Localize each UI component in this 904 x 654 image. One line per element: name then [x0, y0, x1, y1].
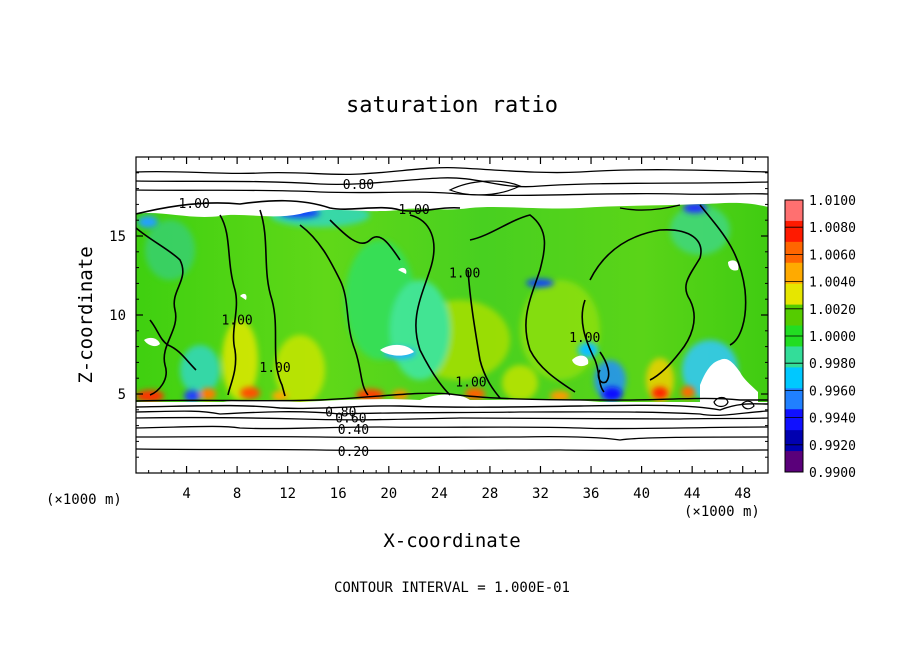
x-tick-label: 48 — [734, 486, 751, 502]
x-tick-label: 24 — [431, 486, 448, 502]
contour-label: 1.00 — [569, 331, 600, 346]
contour-interval-note: CONTOUR INTERVAL = 1.000E-01 — [334, 580, 570, 596]
x-unit-left: (×1000 m) — [46, 492, 122, 508]
colorbar-swatch — [785, 430, 803, 452]
colorbar-swatch — [785, 283, 803, 306]
x-tick-label: 40 — [633, 486, 650, 502]
contour-lines — [136, 166, 768, 452]
colorbar-tick-label: 0.9940 — [809, 412, 856, 427]
x-tick-label: 4 — [182, 486, 190, 502]
colorbar-swatch — [785, 262, 803, 285]
y-tick-label: 15 — [109, 229, 126, 245]
heatmap-field — [136, 157, 768, 473]
colorbar-swatch — [785, 200, 803, 222]
colorbar-tick-label: 1.0080 — [809, 221, 856, 236]
colorbar-tick-label: 0.9980 — [809, 357, 856, 372]
contour-label: 0.20 — [338, 445, 369, 460]
y-axis-title: Z-coordinate — [75, 246, 97, 383]
colorbar-tick-label: 0.9920 — [809, 439, 856, 454]
colorbar-swatch — [785, 241, 803, 264]
colorbar-swatch — [785, 388, 803, 410]
x-tick-label: 20 — [380, 486, 397, 502]
contour-label: 0.60 — [335, 412, 366, 427]
x-tick-label: 16 — [330, 486, 347, 502]
y-tick-label: 10 — [109, 308, 126, 324]
contour-labels: 0.801.00 1.001.001.001.001.001.000.800.60… — [178, 178, 600, 460]
contour-label: 1.00 — [455, 375, 486, 390]
colorbar-swatch — [785, 367, 803, 389]
x-tick-label: 44 — [684, 486, 701, 502]
chart-title: saturation ratio — [346, 93, 558, 118]
contour-label: 1.00 — [449, 266, 480, 281]
contour-label: 1.00 — [259, 361, 290, 376]
colorbar-swatch — [785, 451, 803, 473]
x-unit-right: (×1000 m) — [684, 504, 760, 520]
x-tick-label: 32 — [532, 486, 549, 502]
colorbar-tick-label: 1.0060 — [809, 248, 856, 263]
contour-label: 0.80 — [343, 178, 374, 193]
x-axis-title: X-coordinate — [383, 530, 520, 552]
contour-label: 1.00 — [221, 314, 252, 329]
y-tick-label: 5 — [118, 387, 126, 403]
colorbar-swatch — [785, 304, 803, 327]
contour-label: 1.00 — [178, 197, 209, 212]
x-tick-label: 12 — [279, 486, 296, 502]
colorbar-swatch — [785, 346, 803, 368]
colorbar-tick-label: 1.0100 — [809, 194, 856, 209]
colorbar-swatch — [785, 220, 803, 243]
colorbar-tick-label: 1.0040 — [809, 276, 856, 291]
colorbar: 1.0100 1.0080 1.0060 1.0040 1.0020 1.0000 0.99… — [784, 194, 856, 481]
contour-label: 1.00 — [398, 203, 429, 218]
contour-label: 0.80 — [325, 405, 356, 420]
colorbar-tick-label: 0.9960 — [809, 384, 856, 399]
colorbar-tick-label: 1.0000 — [809, 330, 856, 345]
contour-label: 0.40 — [338, 423, 369, 438]
x-tick-label: 36 — [583, 486, 600, 502]
x-tick-label: 28 — [481, 486, 498, 502]
colorbar-tick-label: 1.0020 — [809, 303, 856, 318]
colorbar-swatch — [785, 409, 803, 431]
colorbar-tick-label: 0.9900 — [809, 466, 856, 481]
x-tick-label: 8 — [233, 486, 241, 502]
